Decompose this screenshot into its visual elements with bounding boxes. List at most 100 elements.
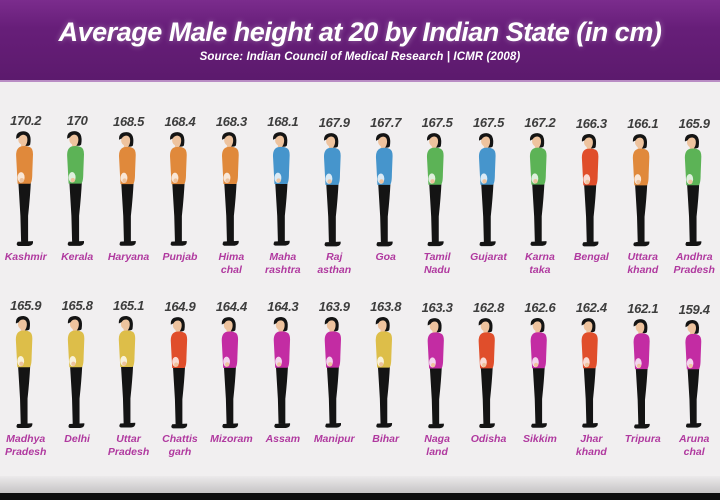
figure-stack: 166.3 <box>571 110 612 248</box>
figure-stack: 163.3 <box>417 296 457 430</box>
height-value: 166.3 <box>575 115 607 131</box>
male-figure-icon <box>684 320 701 429</box>
chart-row-top-section: 170.2 Kashmir 170 <box>0 82 720 290</box>
figure-stack: 165.1 <box>108 296 149 430</box>
height-value: 167.7 <box>370 114 402 130</box>
bottom-black-bar <box>0 493 720 500</box>
chart-row-bottom: 165.9 Madhya Pradesh 165.8 <box>0 296 720 476</box>
state-label: Raj asthan <box>317 251 352 277</box>
male-figure-icon <box>118 132 136 246</box>
state-label: Chattis garh <box>162 433 198 459</box>
state-label-area: Bengal <box>574 248 609 290</box>
figure-stack: 170.2 <box>5 110 47 248</box>
state-figure-cell: 165.9 Andhra Pradesh <box>668 110 719 290</box>
state-label-area: Raj asthan <box>317 248 351 290</box>
header-banner: Average Male height at 20 by Indian Stat… <box>0 0 720 82</box>
state-label: Maha rashtra <box>265 251 301 277</box>
figure-stack: 162.4 <box>571 296 611 430</box>
figure-stack: 162.6 <box>520 296 560 430</box>
figure-stack: 167.9 <box>313 110 355 248</box>
state-label: Naga land <box>424 433 450 459</box>
male-figure-icon <box>273 317 290 428</box>
state-figure-cell: 167.9 Raj asthan <box>309 110 360 290</box>
state-label-area: Mizoram <box>210 430 253 476</box>
figure-stack: 166.1 <box>622 110 663 248</box>
state-label-area: Uttar Pradesh <box>108 430 149 476</box>
state-label: Punjab <box>162 251 198 263</box>
male-figure-icon <box>530 133 547 246</box>
state-label-area: Delhi <box>64 430 90 476</box>
state-figure-cell: 168.3 Hima chal <box>206 110 257 290</box>
figure-stack: 164.4 <box>211 296 252 430</box>
chart-source: Source: Indian Council of Medical Resear… <box>199 51 521 63</box>
male-figure-icon <box>633 133 650 246</box>
state-label-area: Goa <box>375 248 395 290</box>
height-value: 162.6 <box>524 300 556 316</box>
height-value: 164.9 <box>164 298 196 314</box>
male-figure-icon <box>427 317 444 428</box>
state-figure-cell: 170.2 Kashmir <box>0 110 51 290</box>
male-figure-icon <box>16 315 33 428</box>
male-figure-icon <box>118 316 136 428</box>
state-label-area: Aruna chal <box>679 430 709 476</box>
male-figure-icon <box>633 318 650 428</box>
state-label: Haryana <box>107 251 150 263</box>
height-value: 164.4 <box>215 298 247 314</box>
male-figure-icon <box>324 317 342 428</box>
height-value: 165.9 <box>678 115 710 131</box>
male-figure-icon <box>478 132 496 246</box>
state-label-area: Kerala <box>61 248 93 290</box>
figure-stack: 167.5 <box>416 110 457 248</box>
figure-stack: 167.2 <box>519 110 560 248</box>
state-label-area: Assam <box>266 430 300 476</box>
state-label: Andhra Pradesh <box>673 251 715 277</box>
state-figure-cell: 162.1 Tripura <box>617 296 668 476</box>
state-label-area: Madhya Pradesh <box>5 430 46 476</box>
male-figure-icon <box>170 132 187 246</box>
state-label-area: Tamil Nadu <box>424 248 451 290</box>
state-label: Kashmir <box>4 251 47 263</box>
male-figure-icon <box>530 318 547 428</box>
state-label: Odisha <box>470 433 507 445</box>
state-label: Jhar khand <box>575 433 607 459</box>
height-value: 166.1 <box>627 115 659 131</box>
state-figure-cell: 166.1 Uttara khand <box>617 110 668 290</box>
height-value: 165.9 <box>10 297 42 313</box>
state-label-area: Sikkim <box>523 430 557 476</box>
state-label: Gujarat <box>470 251 507 263</box>
state-figure-cell: 164.9 Chattis garh <box>154 296 205 476</box>
state-figure-cell: 167.5 Tamil Nadu <box>411 110 462 290</box>
state-label: Uttar Pradesh <box>107 433 150 459</box>
figure-stack: 164.3 <box>263 296 304 430</box>
figure-stack: 167.5 <box>468 110 509 248</box>
male-figure-icon <box>273 132 290 246</box>
state-label: Goa <box>375 251 396 263</box>
state-label: Hima chal <box>218 251 245 277</box>
state-figure-cell: 159.4 Aruna chal <box>668 296 719 476</box>
state-figure-cell: 163.9 Manipur <box>309 296 360 476</box>
state-label: Bihar <box>372 433 400 445</box>
state-label: Madhya Pradesh <box>4 433 47 459</box>
height-value: 162.1 <box>627 300 659 316</box>
state-figure-cell: 166.3 Bengal <box>566 110 617 290</box>
male-figure-icon <box>221 317 239 428</box>
state-label-area: Kashmir <box>5 248 47 290</box>
male-figure-icon <box>479 318 496 428</box>
state-label-area: Punjab <box>162 248 197 290</box>
height-value: 168.3 <box>215 114 247 130</box>
height-value: 159.4 <box>678 302 710 318</box>
state-label: Aruna chal <box>679 433 710 459</box>
male-figure-icon <box>375 132 393 246</box>
figure-stack: 168.1 <box>262 110 304 248</box>
state-figure-cell: 167.5 Gujarat <box>463 110 514 290</box>
state-label-area: Bihar <box>372 430 399 476</box>
height-value: 170.2 <box>10 112 42 128</box>
state-figure-cell: 170 Kerala <box>51 110 102 290</box>
height-value: 167.2 <box>524 115 556 130</box>
male-figure-icon <box>67 315 85 428</box>
state-figure-cell: 168.5 Haryana <box>103 110 154 290</box>
male-figure-icon <box>427 132 445 246</box>
state-label: Bengal <box>573 251 609 263</box>
male-figure-icon <box>170 316 187 428</box>
